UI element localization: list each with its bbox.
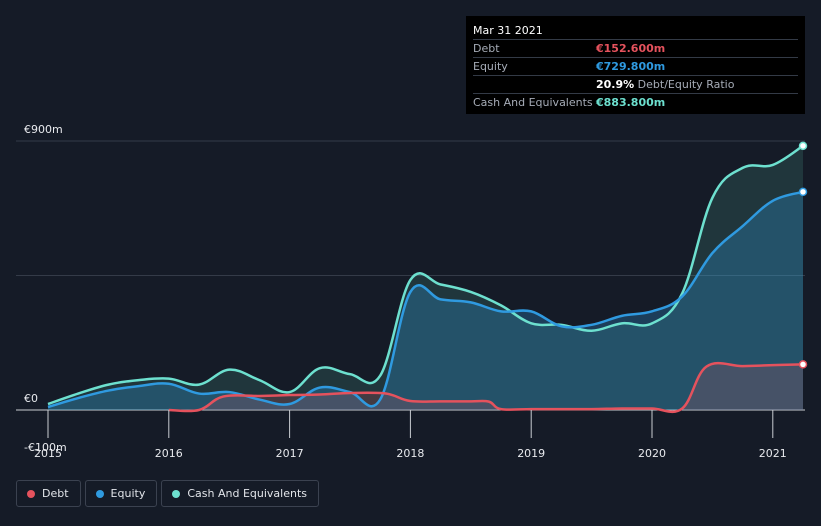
legend-debt-swatch <box>27 489 35 498</box>
series-end-markers <box>798 141 808 369</box>
y-axis-labels: €900m €0 -€100m <box>24 123 67 454</box>
tooltip-row-equity: Equity €729.800m <box>473 58 798 76</box>
legend-cash-swatch <box>172 489 181 498</box>
tooltip-equity-label: Equity <box>473 60 508 73</box>
legend-item-debt[interactable]: Debt <box>16 480 81 507</box>
debt-end-marker <box>798 360 808 369</box>
x-tick-label-2021: 2021 <box>759 447 787 460</box>
cash-end-marker <box>798 141 808 151</box>
equity-area <box>48 191 803 410</box>
chart-legend: Debt Equity Cash And Equivalents <box>16 480 319 507</box>
hover-tooltip: Mar 31 2021 Debt €152.600m Equity €729.8… <box>466 16 805 114</box>
tooltip-cash-value: €883.800m <box>596 96 666 109</box>
tooltip-row-ratio: 20.9% Debt/Equity Ratio <box>473 76 798 94</box>
y-axis-label-1: €0 <box>24 392 38 405</box>
equity-line <box>47 190 804 409</box>
tooltip-ratio-value: 20.9% <box>596 78 635 91</box>
x-tick-label-2017: 2017 <box>276 447 304 460</box>
tooltip-cash-label: Cash And Equivalents <box>473 96 593 109</box>
x-tick-label-2018: 2018 <box>396 447 424 460</box>
debt-line <box>168 361 804 414</box>
cash-line <box>47 144 804 406</box>
tooltip-debt-value: €152.600m <box>596 42 666 55</box>
x-tick-label-2019: 2019 <box>517 447 545 460</box>
legend-item-cash[interactable]: Cash And Equivalents <box>161 480 319 507</box>
tooltip-date: Mar 31 2021 <box>473 22 798 40</box>
tooltip-ratio-label: Debt/Equity Ratio <box>637 78 735 91</box>
legend-cash-label: Cash And Equivalents <box>187 487 307 500</box>
legend-debt-label: Debt <box>42 487 69 500</box>
y-axis-label-2: -€100m <box>24 441 67 454</box>
series-areas <box>48 145 804 412</box>
x-tick-label-2020: 2020 <box>638 447 666 460</box>
tooltip-row-debt: Debt €152.600m <box>473 40 798 58</box>
equity-end-marker <box>798 187 808 197</box>
tooltip-debt-label: Debt <box>473 42 500 55</box>
y-axis-label-0: €900m <box>24 123 63 136</box>
tooltip-row-cash: Cash And Equivalents €883.800m <box>473 94 798 111</box>
tooltip-equity-value: €729.800m <box>596 60 666 73</box>
legend-equity-label: Equity <box>110 487 146 500</box>
x-tick-label-2015: 2015 <box>34 447 62 460</box>
x-tick-label-2016: 2016 <box>155 447 183 460</box>
legend-equity-swatch <box>95 489 104 498</box>
legend-item-equity[interactable]: Equity <box>84 480 158 507</box>
x-axis-ticks: 2015 2016 2017 2018 2019 2020 2021 <box>34 410 787 460</box>
series-lines <box>47 144 804 414</box>
cash-area <box>48 145 803 411</box>
debt-area <box>168 363 804 412</box>
